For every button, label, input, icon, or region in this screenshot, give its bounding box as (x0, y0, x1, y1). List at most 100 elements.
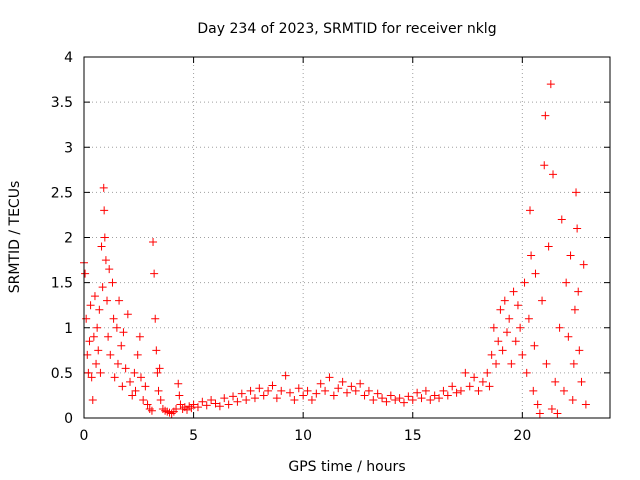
data-point (461, 368, 470, 377)
x-tick-label: 10 (294, 428, 312, 444)
data-point (507, 359, 516, 368)
plot-frame (83, 56, 611, 419)
data-point (88, 395, 97, 404)
data-point (281, 371, 290, 380)
data-point (378, 394, 387, 403)
data-point (524, 314, 533, 323)
data-point (465, 382, 474, 391)
data-point (474, 386, 483, 395)
data-point (277, 386, 286, 395)
data-point (456, 386, 465, 395)
data-point (430, 391, 439, 400)
data-point (233, 397, 242, 406)
data-point (399, 398, 408, 407)
y-tick-label: 2 (64, 231, 73, 247)
data-point (338, 377, 347, 386)
tick-labels: 0 0.5 1 1.5 2 2.5 3 3.5 4 0 5 10 15 20 (51, 50, 532, 444)
y-tick-label: 3.5 (51, 95, 73, 111)
y-tick-label: 3 (64, 140, 73, 156)
y-tick-label: 2.5 (51, 185, 73, 201)
data-point (229, 392, 238, 401)
data-point (207, 395, 216, 404)
y-tick-label: 4 (64, 50, 73, 66)
data-point (85, 337, 94, 346)
data-point (101, 256, 110, 265)
data-point (81, 269, 90, 278)
data-point (395, 394, 404, 403)
data-point (135, 332, 144, 341)
data-point (500, 296, 509, 305)
data-point (268, 381, 277, 390)
data-point (117, 341, 126, 350)
data-point (569, 359, 578, 368)
data-point (579, 260, 588, 269)
data-point (509, 287, 518, 296)
data-point (502, 328, 511, 337)
data-point (108, 278, 117, 287)
data-point (153, 368, 162, 377)
data-point (334, 384, 343, 393)
data-point (360, 391, 369, 400)
data-point (286, 388, 295, 397)
data-point (147, 406, 156, 415)
data-point (321, 386, 330, 395)
x-axis-label: GPS time / hours (288, 459, 405, 475)
data-point (87, 373, 96, 382)
data-point (141, 382, 150, 391)
y-axis-label: SRMTID / TECUs (7, 181, 23, 294)
data-point (202, 401, 211, 410)
data-point (555, 323, 564, 332)
data-point (329, 391, 338, 400)
data-point (343, 388, 351, 397)
y-tick-label: 1.5 (51, 276, 73, 292)
data-point (426, 395, 435, 404)
data-point (312, 389, 321, 398)
data-point (149, 238, 158, 247)
data-point (518, 350, 527, 359)
data-point (154, 386, 163, 395)
data-point (369, 395, 378, 404)
data-point (110, 373, 119, 382)
data-point (303, 386, 312, 395)
x-tick-label: 0 (80, 428, 89, 444)
data-point (533, 400, 542, 409)
data-point (575, 346, 584, 355)
data-point (470, 373, 479, 382)
data-point (435, 394, 444, 403)
data-point (84, 368, 93, 377)
tick-marks (83, 56, 610, 419)
x-tick-label: 20 (513, 428, 531, 444)
data-point (189, 400, 198, 409)
x-tick-label: 5 (189, 428, 198, 444)
data-point (557, 215, 566, 224)
data-point (123, 310, 132, 319)
data-point (347, 382, 356, 391)
data-point (413, 388, 422, 397)
data-point (130, 368, 139, 377)
data-point (105, 265, 114, 274)
data-point (505, 314, 514, 323)
data-point (90, 292, 99, 301)
data-point (448, 382, 457, 391)
data-point (272, 394, 281, 403)
data-point (316, 379, 325, 388)
data-point (211, 399, 220, 408)
data-point (93, 323, 102, 332)
data-point (100, 206, 109, 215)
data-point (577, 377, 586, 386)
data-point (294, 384, 303, 393)
data-point (546, 80, 555, 89)
data-point (193, 403, 202, 412)
data-point (530, 341, 539, 350)
data-point (86, 301, 95, 310)
data-point (128, 391, 137, 400)
data-point (540, 161, 549, 170)
data-point (547, 404, 556, 413)
data-point (131, 386, 140, 395)
data-point (527, 251, 536, 260)
data-point (119, 328, 128, 337)
data-point (492, 359, 501, 368)
data-point (215, 402, 224, 411)
data-point (364, 386, 373, 395)
